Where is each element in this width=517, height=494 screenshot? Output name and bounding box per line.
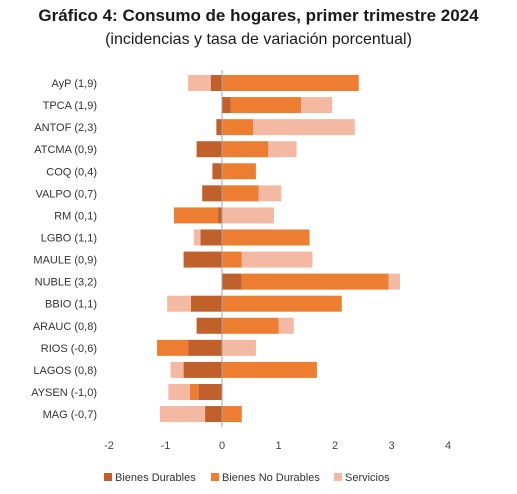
bar-bienes-durables-8	[183, 251, 222, 268]
category-label: LGBO (1,1)	[41, 232, 97, 244]
legend-item-bienes-no-durables: Bienes No Durables	[211, 472, 320, 484]
legend-item-servicios: Servicios	[334, 472, 390, 484]
bar-servicios-0	[188, 75, 211, 91]
category-label: ANTOF (2,3)	[34, 122, 97, 134]
bar-bienes-no-durables-11	[222, 317, 279, 334]
bar-bienes-durables-15	[205, 406, 222, 423]
legend-label: Bienes Durables	[115, 472, 196, 484]
bar-bienes-durables-0	[210, 75, 222, 91]
bar-bienes-durables-3	[196, 141, 222, 158]
category-label: MAG (-0,7)	[43, 409, 97, 421]
bar-bienes-durables-7	[200, 229, 222, 246]
category-label: TPCA (1,9)	[43, 100, 97, 112]
bar-servicios-5	[258, 185, 282, 202]
bar-servicios-7	[193, 229, 201, 246]
bar-bienes-no-durables-4	[222, 163, 256, 180]
category-label: AyP (1,9)	[52, 78, 97, 90]
bar-bienes-durables-13	[183, 361, 222, 378]
bar-bienes-no-durables-13	[222, 361, 317, 378]
bar-servicios-9	[388, 273, 400, 290]
bar-bienes-durables-2	[216, 119, 222, 136]
bar-bienes-durables-4	[212, 163, 222, 180]
bar-bienes-no-durables-12	[157, 339, 189, 356]
bar-bienes-no-durables-2	[222, 119, 254, 136]
bar-servicios-15	[159, 406, 206, 423]
bar-servicios-8	[241, 251, 313, 268]
bar-servicios-11	[278, 317, 294, 334]
x-tick-label: 0	[219, 440, 225, 452]
bar-bienes-no-durables-14	[189, 383, 199, 400]
x-tick-label: -2	[104, 440, 114, 452]
category-label: RM (0,1)	[54, 210, 97, 222]
category-label: LAGOS (0,8)	[33, 365, 97, 377]
bar-servicios-1	[301, 97, 333, 114]
category-label: ATCMA (0,9)	[34, 144, 97, 156]
x-tick-label: 2	[332, 440, 338, 452]
legend-swatch	[334, 473, 342, 481]
category-label: NUBLE (3,2)	[35, 277, 97, 289]
bar-bienes-no-durables-0	[222, 75, 359, 91]
category-label: BBIO (1,1)	[45, 299, 97, 311]
category-label: MAULE (0,9)	[33, 255, 97, 267]
category-label: COQ (0,4)	[46, 166, 97, 178]
legend-swatch	[104, 473, 112, 481]
legend-item-bienes-durables: Bienes Durables	[104, 472, 196, 484]
legend-label: Servicios	[345, 472, 390, 484]
bar-bienes-no-durables-7	[222, 229, 310, 246]
bar-bienes-durables-9	[222, 273, 242, 290]
bar-bienes-no-durables-8	[222, 251, 242, 268]
legend-label: Bienes No Durables	[222, 472, 320, 484]
bar-bienes-durables-14	[198, 383, 222, 400]
bar-bienes-durables-10	[190, 295, 222, 312]
x-tick-label: -1	[161, 440, 171, 452]
bar-bienes-no-durables-10	[222, 295, 342, 312]
bar-servicios-13	[170, 361, 184, 378]
bar-bienes-no-durables-9	[241, 273, 389, 290]
bar-bienes-no-durables-15	[222, 406, 242, 423]
category-label: RIOS (-0,6)	[41, 343, 97, 355]
legend-swatch	[211, 473, 219, 481]
bar-bienes-no-durables-1	[230, 97, 302, 114]
bar-servicios-2	[253, 119, 355, 136]
bar-bienes-durables-12	[188, 339, 222, 356]
chart-subtitle: (incidencias y tasa de variación porcent…	[105, 31, 412, 48]
bar-servicios-14	[168, 383, 190, 400]
bar-bienes-no-durables-5	[222, 185, 259, 202]
bar-bienes-no-durables-3	[222, 141, 269, 158]
bar-bienes-no-durables-6	[173, 207, 219, 224]
category-label: AYSEN (-1,0)	[31, 387, 97, 399]
bar-bienes-durables-1	[222, 97, 231, 114]
x-tick-label: 4	[445, 440, 451, 452]
category-label: VALPO (0,7)	[35, 188, 97, 200]
x-tick-label: 1	[275, 440, 281, 452]
bar-servicios-10	[167, 295, 191, 312]
x-tick-label: 3	[388, 440, 394, 452]
bar-servicios-3	[268, 141, 297, 158]
bar-bienes-durables-5	[202, 185, 222, 202]
bar-servicios-12	[222, 339, 256, 356]
bar-servicios-6	[222, 207, 274, 224]
bar-bienes-durables-6	[218, 207, 222, 224]
category-label: ARAUC (0,8)	[33, 321, 97, 333]
chart-title: Gráfico 4: Consumo de hogares, primer tr…	[38, 6, 479, 25]
bar-bienes-durables-11	[196, 317, 222, 334]
